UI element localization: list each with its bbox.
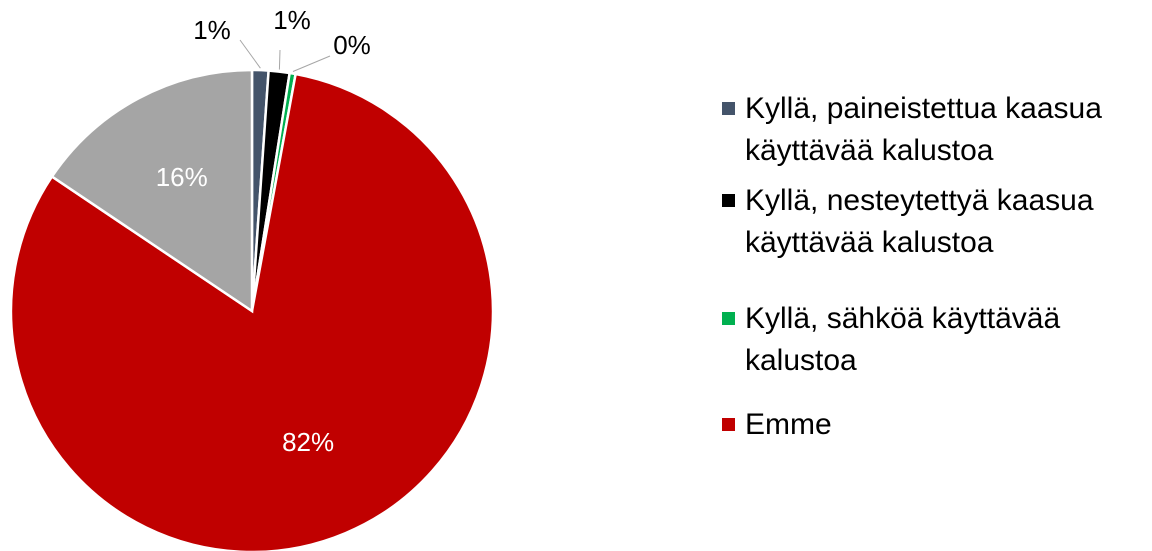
legend-item: Kyllä, sähköä käyttävää kalustoa	[722, 298, 1142, 382]
data-label: 0%	[333, 30, 371, 60]
legend-label: Kyllä, nesteytettyä kaasua käyttävää kal…	[745, 184, 1094, 259]
leader-line	[292, 55, 331, 72]
data-label: 16%	[156, 162, 208, 192]
legend-swatch	[722, 194, 735, 207]
legend-swatch	[722, 418, 735, 431]
legend-label: Kyllä, sähköä käyttävää kalustoa	[745, 302, 1061, 377]
data-label: 82%	[282, 427, 334, 457]
legend-swatch	[722, 102, 735, 115]
legend-item: Kyllä, nesteytettyä kaasua käyttävää kal…	[722, 180, 1142, 264]
leader-line	[278, 49, 281, 70]
legend-item: Kyllä, paineistettua kaasua käyttävää ka…	[722, 88, 1142, 172]
data-label: 1%	[193, 15, 231, 45]
legend-label: Kyllä, paineistettua kaasua käyttävää ka…	[745, 92, 1102, 167]
data-label: 1%	[273, 5, 311, 35]
leader-line	[239, 39, 261, 69]
legend-item: Emme	[722, 404, 1142, 446]
pie-slice	[50, 68, 254, 314]
legend-label: Emme	[745, 408, 832, 441]
legend-swatch	[722, 312, 735, 325]
